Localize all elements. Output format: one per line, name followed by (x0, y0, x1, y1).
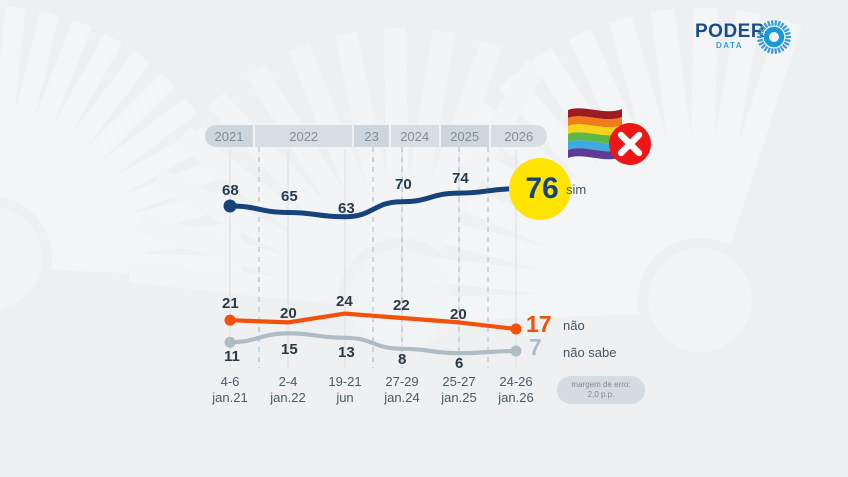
year-segment-23: 23 (354, 125, 389, 147)
year-segment-2022: 2022 (254, 125, 353, 147)
point-label-nao-1: 20 (280, 305, 297, 322)
x-tick-line2: jun (336, 390, 354, 405)
year-segment-2025: 2025 (440, 125, 489, 147)
legend-label-nao-sabe: não sabe (563, 345, 617, 360)
point-label-nao-3: 22 (393, 297, 410, 314)
year-segment-2021: 2021 (205, 125, 253, 147)
series-line-sim (227, 186, 519, 220)
x-tick-line1: 24-26 (499, 374, 533, 389)
series-point-nao_sabe (510, 345, 522, 357)
point-label-sim-3: 70 (395, 176, 412, 193)
red-circle-x-icon (609, 123, 651, 165)
nao-sabe-final-value: 7 (529, 334, 542, 360)
x-tick-line2: jan.25 (441, 390, 477, 405)
x-tick-line1: 27-29 (385, 374, 419, 389)
year-segment-label: 2021 (214, 128, 244, 144)
x-axis-tick-0: 4-6 jan.21 (195, 374, 265, 406)
x-tick-line1: 25-27 (442, 374, 476, 389)
series-point-nao_sabe (224, 336, 236, 348)
sim-final-value: 76 (525, 172, 559, 205)
point-label-sim-2: 63 (338, 200, 355, 217)
x-axis-tick-3: 27-29 jan.24 (367, 374, 437, 406)
point-label-nao-0: 21 (222, 295, 239, 312)
year-segment-label: 23 (364, 128, 379, 144)
sunburst-circle-icon (757, 20, 791, 54)
x-tick-line2: jan.21 (212, 390, 248, 405)
year-band: 2021 2022 23 2024 2025 2026 (205, 125, 548, 147)
legend-label-sim: sim (566, 182, 587, 197)
brand-logo: PODER DATA (695, 18, 791, 60)
year-segment-2026: 2026 (490, 125, 548, 147)
rainbow-pride-flag-icon (568, 108, 651, 165)
point-label-sim-1: 65 (281, 188, 298, 205)
point-label-nao-2: 24 (336, 293, 353, 310)
point-label-nao-sabe-2: 13 (338, 344, 355, 361)
moe-line1: margem de erro: (571, 380, 631, 389)
year-segment-label: 2026 (504, 128, 534, 144)
x-axis-tick-4: 25-27 jan.25 (424, 374, 494, 406)
point-label-sim-4: 74 (452, 170, 469, 187)
margin-of-error-badge: margem de erro: 2,0 p.p. (557, 376, 645, 404)
point-label-nao-sabe-4: 6 (455, 355, 464, 372)
year-segment-2024: 2024 (390, 125, 439, 147)
year-segment-label: 2025 (450, 128, 480, 144)
point-label-nao-4: 20 (450, 306, 467, 323)
x-tick-line1: 2-4 (278, 374, 298, 389)
x-tick-line2: jan.22 (270, 390, 306, 405)
year-segment-label: 2024 (400, 128, 430, 144)
brand-subname: DATA (716, 41, 744, 50)
series-point-nao (510, 323, 522, 335)
x-tick-line1: 19-21 (328, 374, 362, 389)
x-axis-tick-2: 19-21 jun (310, 374, 380, 406)
legend-label-nao: não (563, 318, 585, 333)
x-tick-line2: jan.24 (384, 390, 420, 405)
point-label-nao-sabe-1: 15 (281, 341, 298, 358)
moe-line2: 2,0 p.p. (587, 390, 615, 399)
series-point-sim (223, 199, 237, 213)
point-label-nao-sabe-3: 8 (398, 351, 407, 368)
x-axis-tick-1: 2-4 jan.22 (253, 374, 323, 406)
year-segment-label: 2022 (289, 128, 319, 144)
x-tick-line1: 4-6 (220, 374, 240, 389)
point-label-sim-0: 68 (222, 182, 239, 199)
x-tick-line2: jan.26 (498, 390, 534, 405)
brand-name: PODER (695, 21, 766, 42)
x-axis-tick-5: 24-26 jan.26 (481, 374, 551, 406)
point-label-nao-sabe-0: 11 (224, 348, 240, 365)
series-point-nao (224, 314, 236, 326)
